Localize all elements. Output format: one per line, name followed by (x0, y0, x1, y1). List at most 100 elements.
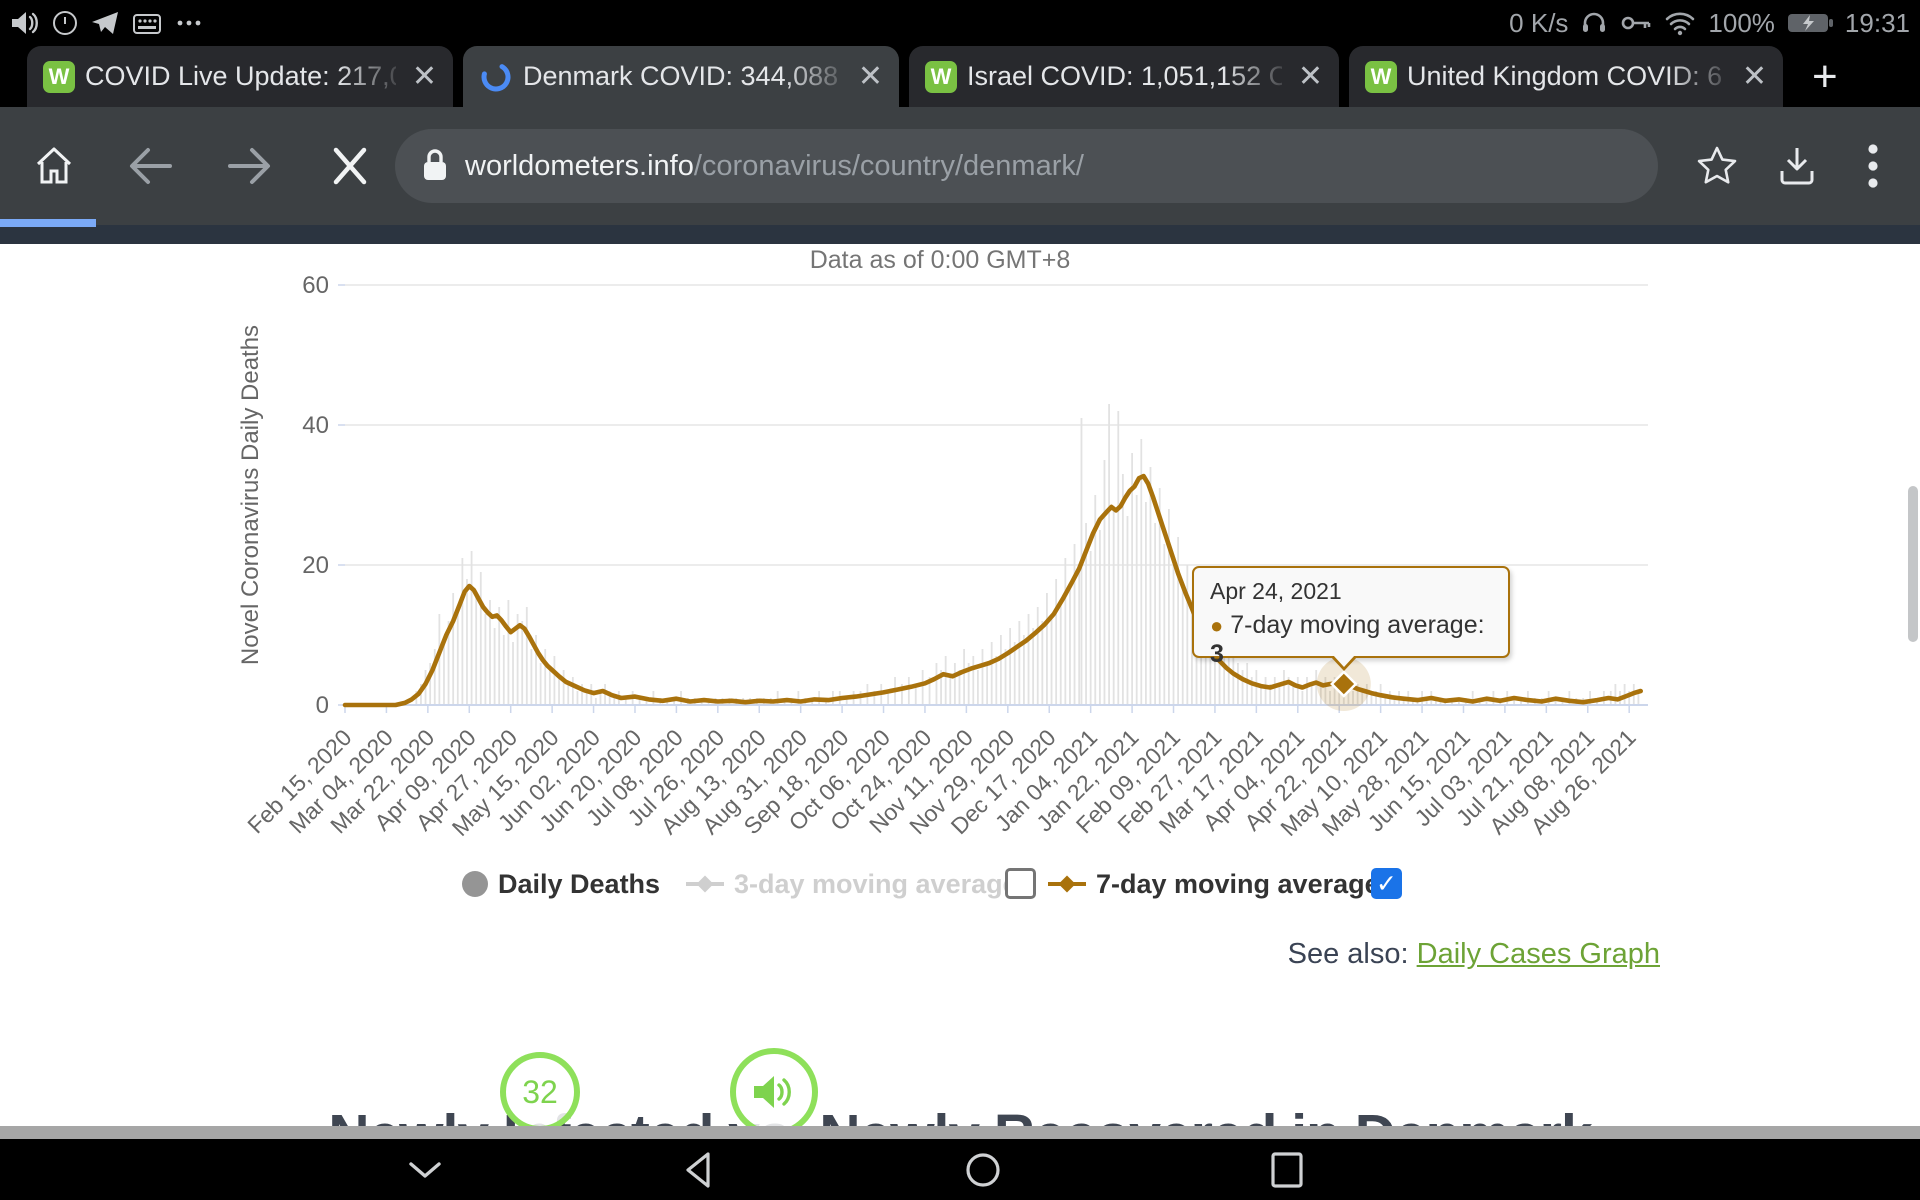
legend-3day-average[interactable]: 3-day moving average (686, 866, 1018, 902)
ellipsis-icon (174, 10, 204, 36)
tab-united-kingdom[interactable]: W United Kingdom COVID: 6 ✕ (1349, 46, 1783, 107)
close-tab-icon[interactable]: ✕ (1741, 59, 1767, 93)
page-content: Data as of 0:00 GMT+8 Feb 15, 2020 Mar 04… (0, 244, 1920, 1200)
tab-covid-live[interactable]: W COVID Live Update: 217,0 ✕ (27, 46, 453, 107)
android-home-button[interactable] (958, 1139, 1008, 1200)
daily-cases-graph-link[interactable]: Daily Cases Graph (1416, 938, 1660, 970)
worldometers-favicon: W (1365, 60, 1397, 93)
svg-text:Apr 09, 2020: Apr 09, 2020 (369, 724, 481, 836)
line-diamond-marker-icon (686, 871, 724, 897)
site-header-edge (0, 225, 1920, 244)
y-axis-title: Novel Coronavirus Daily Deaths (237, 325, 264, 665)
tab-israel[interactable]: W Israel COVID: 1,051,152 C ✕ (909, 46, 1339, 107)
speaker-green-icon (754, 1076, 791, 1108)
svg-text:Oct 06, 2020: Oct 06, 2020 (784, 724, 896, 836)
new-tab-button[interactable]: + (1812, 51, 1838, 101)
svg-text:Jul 03, 2021: Jul 03, 2021 (1409, 724, 1516, 831)
tab-title-fade (783, 46, 853, 107)
lock-icon (421, 148, 449, 184)
svg-text:Jan 22, 2021: Jan 22, 2021 (1031, 724, 1143, 836)
android-recents-button[interactable] (1262, 1139, 1312, 1200)
home-button[interactable] (30, 142, 78, 190)
speaker-icon (10, 10, 40, 36)
legend-label: 7-day moving average (1096, 868, 1380, 899)
svg-text:Apr 04, 2021: Apr 04, 2021 (1198, 724, 1310, 836)
svg-text:Aug 08, 2021: Aug 08, 2021 (1484, 724, 1599, 839)
checkbox-3day-average[interactable] (1005, 868, 1036, 899)
page-load-progress-bar (0, 219, 96, 227)
tab-denmark[interactable]: Denmark COVID: 344,088 ✕ (463, 46, 899, 107)
tooltip-arrow-fill (1333, 655, 1355, 667)
svg-text:Feb 15, 2020: Feb 15, 2020 (242, 724, 356, 838)
tooltip-series: 7-day moving average: (1230, 611, 1485, 639)
svg-text:May 15, 2020: May 15, 2020 (447, 724, 564, 841)
svg-text:Mar 17, 2021: Mar 17, 2021 (1154, 724, 1268, 838)
back-button[interactable] (126, 144, 176, 188)
download-icon[interactable] (1774, 143, 1820, 189)
legend-daily-deaths[interactable]: Daily Deaths (462, 866, 660, 902)
line-diamond-marker-icon (1048, 871, 1086, 897)
close-tab-icon[interactable]: ✕ (411, 59, 437, 93)
svg-text:Dec 17, 2020: Dec 17, 2020 (946, 724, 1061, 839)
svg-text:Apr 22, 2021: Apr 22, 2021 (1239, 724, 1351, 836)
key-icon (1620, 10, 1652, 36)
chart-tooltip: Apr 24, 2021 ● 7-day moving average: 3 (1192, 566, 1510, 671)
network-speed: 0 K/s (1509, 7, 1569, 38)
svg-text:May 10, 2021: May 10, 2021 (1275, 724, 1392, 841)
battery-percent: 100% (1708, 7, 1775, 38)
svg-text:Jul 21, 2021: Jul 21, 2021 (1451, 724, 1558, 831)
svg-text:Jun 15, 2021: Jun 15, 2021 (1363, 724, 1475, 836)
svg-text:Novel Coronavirus Daily Deaths: Novel Coronavirus Daily Deaths (237, 325, 264, 665)
tab-title-fade (337, 46, 407, 107)
svg-text:60: 60 (302, 272, 329, 299)
stop-loading-button[interactable] (328, 144, 372, 188)
legend-label: Daily Deaths (498, 868, 661, 899)
sound-badge[interactable] (730, 1048, 818, 1136)
tooltip-value: 3 (1210, 640, 1224, 668)
svg-text:Jan 04, 2021: Jan 04, 2021 (990, 724, 1102, 836)
legend-7day-average[interactable]: 7-day moving average (1048, 866, 1380, 902)
svg-text:May 28, 2021: May 28, 2021 (1317, 724, 1434, 841)
daily-deaths-marker-icon (462, 871, 488, 897)
svg-text:Jul 08, 2020: Jul 08, 2020 (581, 724, 688, 831)
svg-text:Feb 09, 2021: Feb 09, 2021 (1071, 724, 1185, 838)
legend-label: 3-day moving average (734, 868, 1018, 899)
tooltip-date: Apr 24, 2021 (1210, 578, 1342, 604)
forward-button[interactable] (224, 144, 274, 188)
url-bar[interactable]: worldometers.info/coronavirus/country/de… (395, 129, 1658, 203)
notification-count-badge[interactable]: 32 (500, 1052, 580, 1132)
battery-icon (1787, 10, 1833, 36)
svg-text:Sep 18, 2020: Sep 18, 2020 (738, 724, 853, 839)
navbar-top-strip (0, 1126, 1920, 1139)
status-bar: 0 K/s 100% 19:31 (0, 0, 1920, 46)
svg-text:Aug 13, 2020: Aug 13, 2020 (656, 724, 771, 839)
see-also-row: See also: Daily Cases Graph (660, 938, 1660, 971)
tab-strip: W COVID Live Update: 217,0 ✕ Denmark COV… (0, 46, 1920, 107)
checkbox-7day-average[interactable]: ✓ (1371, 868, 1402, 899)
bookmark-star-icon[interactable] (1694, 143, 1740, 189)
svg-text:0: 0 (316, 692, 329, 719)
svg-text:Jun 20, 2020: Jun 20, 2020 (534, 724, 646, 836)
status-left-icons (10, 10, 204, 36)
svg-text:Apr 27, 2020: Apr 27, 2020 (411, 724, 523, 836)
menu-kebab-icon[interactable] (1866, 141, 1880, 191)
see-also-label: See also: (1287, 938, 1409, 970)
wifi-icon (1664, 10, 1696, 36)
svg-text:Mar 04, 2020: Mar 04, 2020 (284, 724, 398, 838)
clock-icon (52, 10, 78, 36)
svg-text:Jul 26, 2020: Jul 26, 2020 (622, 724, 729, 831)
url-text: worldometers.info/coronavirus/country/de… (465, 149, 1084, 182)
scrollbar-thumb[interactable] (1908, 486, 1918, 642)
android-back-button[interactable] (672, 1139, 722, 1200)
svg-text:20: 20 (302, 552, 329, 579)
data-as-of-note: Data as of 0:00 GMT+8 (809, 246, 1071, 274)
tab-title-fade (1223, 46, 1293, 107)
headset-icon (1580, 9, 1608, 37)
worldometers-favicon: W (43, 60, 75, 93)
svg-text:Aug 31, 2020: Aug 31, 2020 (697, 724, 812, 839)
worldometers-favicon: W (925, 60, 957, 93)
close-tab-icon[interactable]: ✕ (857, 59, 883, 93)
hide-navbar-chevron-icon[interactable] (400, 1139, 450, 1200)
close-tab-icon[interactable]: ✕ (1297, 59, 1323, 93)
svg-text:Nov 29, 2020: Nov 29, 2020 (904, 724, 1019, 839)
